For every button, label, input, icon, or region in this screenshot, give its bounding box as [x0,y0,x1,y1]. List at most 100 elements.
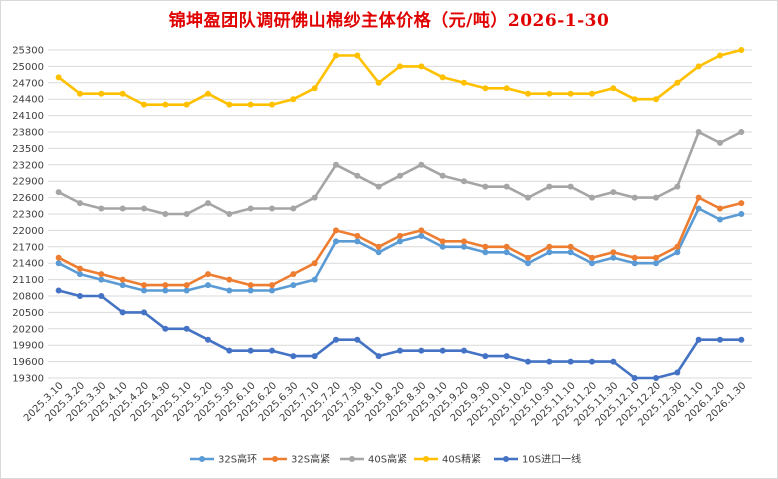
data-point [183,282,190,289]
data-point [546,358,553,365]
y-tick-label: 25300 [12,46,44,57]
data-point [205,271,211,278]
data-point [119,90,126,97]
data-point [333,227,339,234]
data-point [674,183,681,190]
y-tick-label: 22300 [12,210,44,221]
data-point [503,353,510,360]
data-point [375,249,382,256]
data-point [333,161,339,168]
data-point [461,178,467,185]
legend-marker [503,456,509,462]
data-point [461,243,467,250]
y-tick-label: 20800 [12,292,44,303]
data-point [418,347,425,354]
data-point [589,260,595,267]
data-point [717,52,723,59]
data-point [375,243,382,250]
y-tick-label: 19300 [12,374,44,385]
data-point [738,336,745,343]
data-point [525,260,531,267]
data-point [77,90,83,97]
data-point [674,369,681,376]
y-tick-label: 24700 [12,78,44,89]
data-point [247,101,254,108]
data-point [119,282,126,289]
data-point [546,90,553,97]
data-point [98,205,105,212]
series-line-4 [58,289,742,380]
data-point [226,287,233,294]
data-point [397,232,403,239]
data-point [631,254,638,261]
data-point [98,271,105,278]
series-line-0 [58,207,742,292]
data-point [269,287,275,294]
data-point [162,287,169,294]
data-point [141,205,147,212]
data-point [461,79,467,86]
data-point [546,249,553,256]
data-point [397,238,403,245]
data-point [695,336,702,343]
data-point [482,353,489,360]
data-point [397,347,403,354]
data-point [631,96,638,103]
data-point [653,254,659,261]
data-point [77,293,83,299]
data-point [674,79,681,86]
data-point [482,243,489,250]
data-point [141,282,147,289]
y-tick-label: 25000 [12,62,44,73]
data-point [610,85,617,92]
data-point [717,205,723,212]
data-point [439,347,446,354]
data-point [717,216,723,223]
y-tick-label: 19600 [12,357,44,368]
data-point [738,129,745,135]
y-tick-label: 22000 [12,226,44,237]
data-point [119,205,126,212]
data-point [589,254,595,261]
y-tick-label: 21400 [12,259,44,270]
data-point [653,96,659,103]
data-point [269,205,275,212]
data-point [461,347,467,354]
data-point [674,249,681,256]
data-point [226,101,233,108]
data-point [653,375,659,381]
data-point [418,232,425,239]
data-point [183,211,190,217]
data-point [567,249,574,256]
data-point [525,254,531,261]
data-point [695,194,702,201]
data-point [354,52,361,59]
legend-marker [423,456,429,462]
data-point [610,189,617,196]
data-point [354,232,361,239]
data-point [375,353,382,360]
data-point [141,309,147,316]
data-point [375,183,382,190]
data-point [205,200,211,207]
data-point [610,254,617,261]
data-point [354,172,361,179]
data-point [439,243,446,250]
legend-marker [199,456,205,462]
data-point [546,183,553,190]
data-point [439,74,446,81]
data-point [98,293,105,299]
data-point [77,271,83,278]
data-point [631,375,638,381]
data-point [610,249,617,256]
data-point [503,183,510,190]
data-point [183,101,190,108]
data-point [333,52,339,59]
y-tick-label: 20500 [12,308,44,319]
data-point [418,161,425,168]
data-point [333,336,339,343]
data-point [482,183,489,190]
data-point [461,238,467,245]
data-point [311,276,318,283]
